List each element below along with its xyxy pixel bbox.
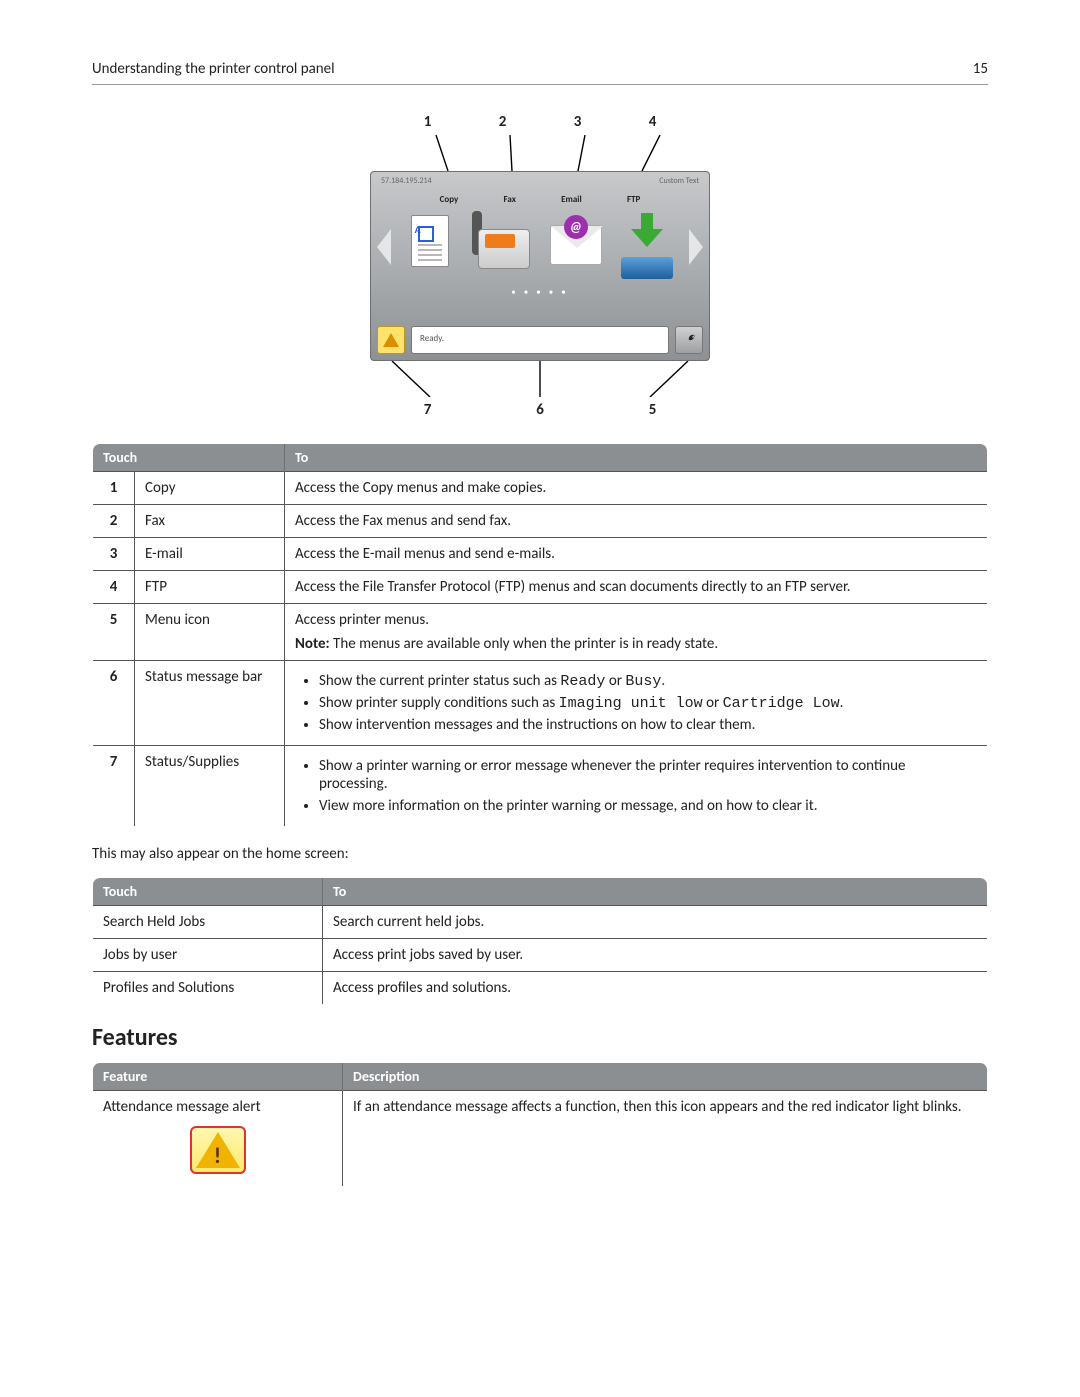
- feature-name: Attendance message alert: [103, 1098, 332, 1116]
- attendance-alert-icon: !: [190, 1126, 246, 1174]
- list-item: View more information on the printer war…: [319, 797, 977, 815]
- row-number: 5: [93, 604, 135, 661]
- panel-ip: 57.184.195.214: [381, 176, 432, 186]
- nav-right-icon[interactable]: [689, 229, 703, 265]
- at-icon: @: [564, 215, 588, 239]
- list-item: Show the current printer status such as …: [319, 672, 977, 690]
- printer-panel: 57.184.195.214 Custom Text Copy Fax Emai…: [370, 171, 710, 361]
- list-item: Show a printer warning or error message …: [319, 757, 977, 793]
- home-screen-table: Touch To Search Held JobsSearch current …: [92, 877, 988, 1005]
- touch-description: Show a printer warning or error message …: [285, 746, 988, 827]
- row-number: 3: [93, 538, 135, 571]
- touch-name: Menu icon: [135, 604, 285, 661]
- touch-name: Jobs by user: [93, 939, 323, 972]
- table-row: 5Menu iconAccess printer menus.Note: The…: [93, 604, 988, 661]
- bottom-pointer-lines: [370, 361, 710, 397]
- pagination-dots-icon: • • • • •: [371, 287, 709, 298]
- callout-1: 1: [390, 113, 465, 131]
- list-item: Show intervention messages and the instr…: [319, 716, 977, 734]
- row-number: 2: [93, 505, 135, 538]
- status-supplies-icon[interactable]: [377, 326, 405, 354]
- label-email: Email: [561, 194, 582, 205]
- label-ftp: FTP: [627, 194, 640, 205]
- ftp-icon[interactable]: [617, 209, 677, 285]
- touch-description: Access the Fax menus and send fax.: [285, 505, 988, 538]
- touch-name: Search Held Jobs: [93, 906, 323, 939]
- table-row: 1CopyAccess the Copy menus and make copi…: [93, 472, 988, 505]
- touch-name: E-mail: [135, 538, 285, 571]
- email-icon[interactable]: @: [546, 209, 606, 285]
- page-header: Understanding the printer control panel …: [92, 60, 988, 85]
- t2-th-to: To: [323, 878, 988, 906]
- touch-name: Copy: [135, 472, 285, 505]
- menu-wrench-icon[interactable]: [675, 326, 703, 354]
- callout-5: 5: [615, 401, 690, 419]
- touch-name: Status message bar: [135, 661, 285, 746]
- panel-icon-labels: Copy Fax Email FTP: [371, 186, 709, 205]
- callout-6: 6: [503, 401, 578, 419]
- touch-description: Access printer menus.Note: The menus are…: [285, 604, 988, 661]
- callout-7: 7: [390, 401, 465, 419]
- table-row: 2FaxAccess the Fax menus and send fax.: [93, 505, 988, 538]
- table-row: Search Held JobsSearch current held jobs…: [93, 906, 988, 939]
- touch-description: Access the E-mail menus and send e-mails…: [285, 538, 988, 571]
- table-row: Jobs by userAccess print jobs saved by u…: [93, 939, 988, 972]
- table-row: 3E-mailAccess the E-mail menus and send …: [93, 538, 988, 571]
- th-to: To: [285, 444, 988, 472]
- table-row: Profiles and SolutionsAccess profiles an…: [93, 972, 988, 1005]
- t2-th-touch: Touch: [93, 878, 323, 906]
- callout-2: 2: [465, 113, 540, 131]
- touch-name: Fax: [135, 505, 285, 538]
- bottom-callouts: 7 6 5: [390, 401, 690, 419]
- touch-name: Status/Supplies: [135, 746, 285, 827]
- top-callouts: 1 2 3 4: [390, 113, 690, 131]
- table-row: Attendance message alert ! If an attenda…: [93, 1091, 988, 1187]
- touch-description: Search current held jobs.: [323, 906, 988, 939]
- callout-4: 4: [615, 113, 690, 131]
- touch-description: Access profiles and solutions.: [323, 972, 988, 1005]
- th-touch: Touch: [93, 444, 285, 472]
- section-title: Understanding the printer control panel: [92, 60, 335, 78]
- row-number: 7: [93, 746, 135, 827]
- table-row: 4FTPAccess the File Transfer Protocol (F…: [93, 571, 988, 604]
- copy-icon[interactable]: A: [403, 209, 463, 285]
- control-panel-diagram: 1 2 3 4 57.184.195.214 Custom Text Copy …: [92, 113, 988, 419]
- top-pointer-lines: [370, 135, 710, 171]
- touch-name: FTP: [135, 571, 285, 604]
- touch-name: Profiles and Solutions: [93, 972, 323, 1005]
- touch-to-table: Touch To 1CopyAccess the Copy menus and …: [92, 443, 988, 827]
- label-copy: Copy: [440, 194, 459, 205]
- table-row: 7Status/Supplies Show a printer warning o…: [93, 746, 988, 827]
- row-number: 4: [93, 571, 135, 604]
- list-item: Show printer supply conditions such as I…: [319, 694, 977, 712]
- mid-paragraph: This may also appear on the home screen:: [92, 845, 988, 863]
- t3-th-desc: Description: [343, 1063, 988, 1091]
- table-row: 6Status message bar Show the current prin…: [93, 661, 988, 746]
- page-number: 15: [973, 60, 988, 78]
- row-number: 1: [93, 472, 135, 505]
- touch-description: Access the Copy menus and make copies.: [285, 472, 988, 505]
- touch-description: Access print jobs saved by user.: [323, 939, 988, 972]
- panel-custom-text: Custom Text: [659, 176, 699, 186]
- row-number: 6: [93, 661, 135, 746]
- label-fax: Fax: [504, 194, 516, 205]
- callout-3: 3: [540, 113, 615, 131]
- fax-icon[interactable]: [474, 209, 534, 285]
- features-heading: Features: [92, 1023, 988, 1052]
- touch-description: Access the File Transfer Protocol (FTP) …: [285, 571, 988, 604]
- feature-desc: If an attendance message affects a funct…: [343, 1091, 988, 1187]
- t3-th-feature: Feature: [93, 1063, 343, 1091]
- touch-description: Show the current printer status such as …: [285, 661, 988, 746]
- nav-left-icon[interactable]: [377, 229, 391, 265]
- status-message-bar[interactable]: Ready.: [411, 326, 669, 354]
- features-table: Feature Description Attendance message a…: [92, 1062, 988, 1187]
